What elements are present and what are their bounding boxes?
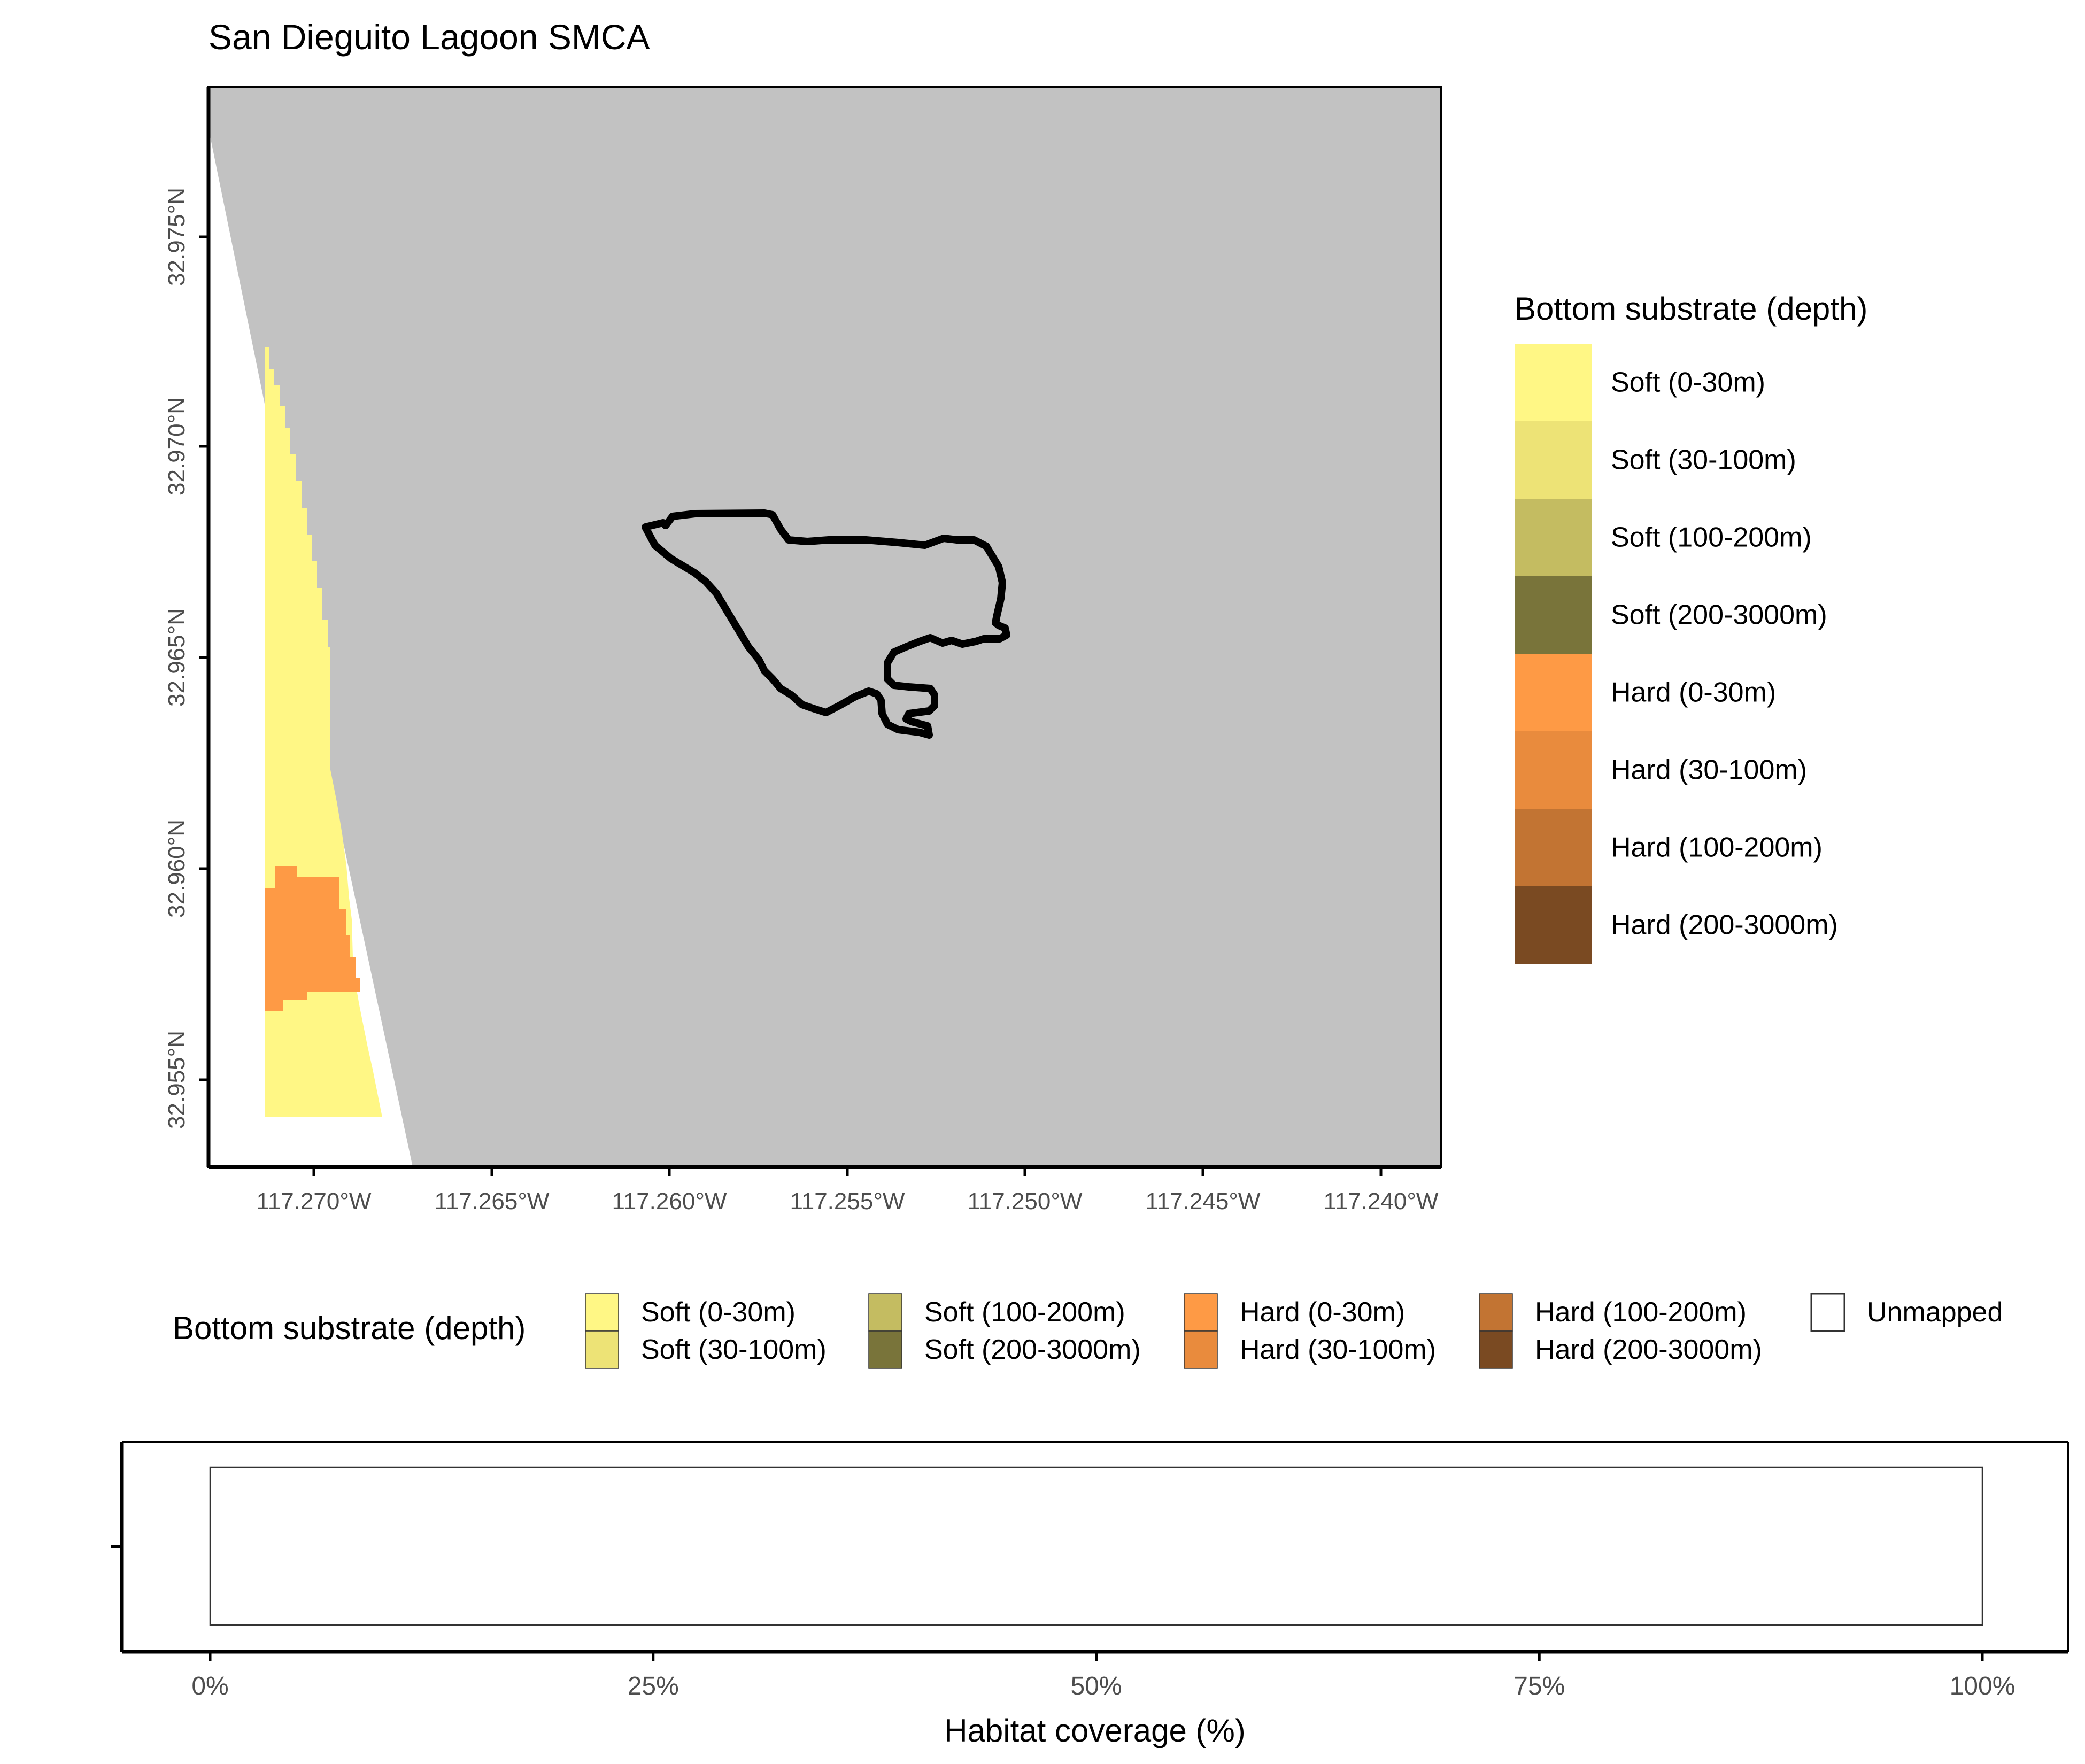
bottom-legend-swatch (585, 1330, 619, 1369)
lon-tick-label: 117.270°W (257, 1188, 372, 1214)
bottom-legend-swatch (868, 1293, 902, 1332)
bottom-legend-title: Bottom substrate (depth) (173, 1310, 526, 1346)
lon-tick-label: 117.245°W (1146, 1188, 1261, 1214)
bottom-legend-swatch (1479, 1330, 1513, 1369)
map-title: San Dieguito Lagoon SMCA (208, 17, 650, 57)
bottom-legend: Bottom substrate (depth) Soft (0-30m)Sof… (173, 1293, 2003, 1369)
hard-substrate-0-30m-area (265, 866, 360, 1011)
right-legend-label: Soft (100-200m) (1611, 522, 1812, 553)
right-legend-label: Hard (0-30m) (1611, 677, 1776, 708)
lon-tick-label: 117.260°W (612, 1188, 727, 1214)
bottom-legend-label: Unmapped (1867, 1297, 2003, 1328)
bottom-legend-swatch (1810, 1293, 1845, 1332)
bottom-legend-swatch (868, 1330, 902, 1369)
right-legend-label: Soft (0-30m) (1611, 367, 1765, 398)
right-legend-swatch (1515, 654, 1592, 731)
bottom-legend-swatch (1184, 1330, 1218, 1369)
map-y-axis: 32.955°N 32.960°N 32.965°N 32.970°N 32.9… (164, 188, 208, 1129)
lat-tick-label: 32.965°N (164, 608, 190, 707)
bottom-legend-label: Soft (200-3000m) (924, 1334, 1141, 1365)
lon-tick-label: 117.250°W (968, 1188, 1083, 1214)
right-legend-swatch (1515, 499, 1592, 576)
lon-tick-label: 117.255°W (790, 1188, 905, 1214)
map-x-axis: 117.270°W 117.265°W 117.260°W 117.255°W … (257, 1167, 1439, 1214)
map-panel (206, 86, 1442, 1169)
coverage-bars (209, 1466, 1983, 1626)
right-legend-label: Soft (30-100m) (1611, 445, 1796, 476)
right-legend-swatch (1515, 344, 1592, 421)
lat-tick-label: 32.970°N (164, 397, 190, 496)
right-legend-swatch (1515, 421, 1592, 499)
bottom-legend-label: Soft (100-200m) (924, 1297, 1125, 1328)
land-area (208, 87, 1441, 1167)
lon-tick-label: 117.240°W (1324, 1188, 1439, 1214)
right-legend-swatch (1515, 886, 1592, 964)
bottom-legend-label: Hard (30-100m) (1240, 1334, 1436, 1365)
right-legend-label: Soft (200-3000m) (1611, 600, 1827, 631)
coverage-x-ticks: 0% 25% 50% 75% 100% (191, 1652, 2015, 1700)
right-legend-label: Hard (200-3000m) (1611, 910, 1838, 941)
coverage-chart: 0% 25% 50% 75% 100% Habitat coverage (%) (111, 1441, 2069, 1748)
right-legend-label: Hard (100-200m) (1611, 832, 1823, 863)
right-legend-label: Hard (30-100m) (1611, 755, 1807, 786)
lat-tick-label: 32.960°N (164, 819, 190, 918)
coverage-bar-unmapped (209, 1466, 1983, 1626)
lat-tick-label: 32.975°N (164, 188, 190, 286)
right-legend-swatch (1515, 576, 1592, 654)
right-legend-swatch (1515, 809, 1592, 886)
bottom-legend-label: Soft (30-100m) (641, 1334, 827, 1365)
bottom-legend-swatch (1184, 1293, 1218, 1332)
bottom-legend-swatch (585, 1293, 619, 1332)
coverage-tick-label: 75% (1513, 1672, 1565, 1700)
coverage-tick-label: 25% (628, 1672, 679, 1700)
mpa-boundary (642, 509, 1010, 739)
right-legend-title: Bottom substrate (depth) (1515, 291, 1867, 327)
coverage-tick-label: 100% (1950, 1672, 2016, 1700)
bottom-legend-label: Hard (0-30m) (1240, 1297, 1405, 1328)
right-legend-items: Soft (0-30m) Soft (30-100m) Soft (100-200m… (1515, 344, 1838, 964)
bottom-legend-label: Hard (200-3000m) (1535, 1334, 1762, 1365)
right-legend: Bottom substrate (depth) Soft (0-30m)Sof… (1515, 291, 1867, 964)
chart-x-axis-label: Habitat coverage (%) (944, 1713, 1246, 1748)
coverage-tick-label: 0% (191, 1672, 228, 1700)
lon-tick-label: 117.265°W (435, 1188, 550, 1214)
bottom-legend-label: Hard (100-200m) (1535, 1297, 1747, 1328)
bottom-legend-swatch (1479, 1293, 1513, 1332)
coverage-tick-label: 50% (1070, 1672, 1122, 1700)
bottom-legend-items: Soft (0-30m) Soft (30-100m) Soft (100-200m… (585, 1293, 2003, 1369)
lat-tick-label: 32.955°N (164, 1031, 190, 1129)
right-legend-swatch (1515, 731, 1592, 809)
bottom-legend-label: Soft (0-30m) (641, 1297, 796, 1328)
